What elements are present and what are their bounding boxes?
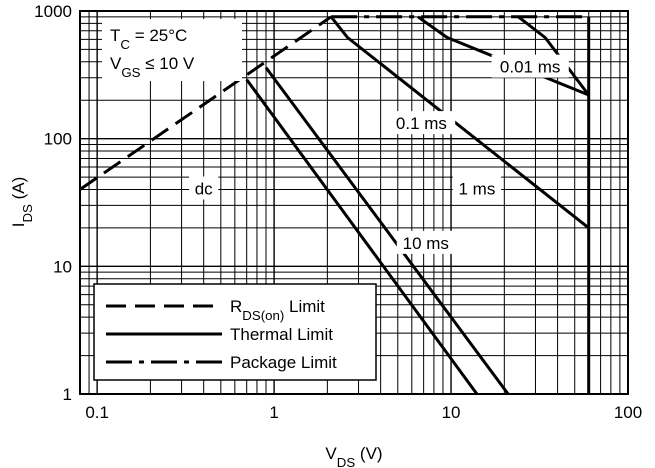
plot-frame	[79, 10, 629, 395]
x-tick-label: 1	[269, 403, 278, 422]
series-line	[79, 15, 332, 191]
x-tick-label: 10	[442, 403, 461, 422]
conditions-background	[102, 19, 242, 81]
legend-label: Thermal Limit	[230, 325, 333, 344]
curve-label: 0.1 ms	[396, 114, 447, 133]
series-line	[329, 15, 590, 230]
curve-label-background	[387, 111, 456, 135]
curve-label: 0.01 ms	[500, 58, 560, 77]
x-axis-label: VDS (V)	[325, 444, 382, 468]
curve-label-background	[491, 54, 569, 78]
legend-label: RDS(on) Limit	[230, 297, 325, 323]
y-tick-label: 1000	[34, 2, 72, 21]
y-tick-label: 100	[44, 130, 72, 149]
series-line	[245, 78, 479, 395]
x-tick-label: 100	[614, 403, 642, 422]
curve-label-background	[396, 230, 455, 254]
legend-label: Package Limit	[230, 353, 337, 372]
tick-labels: 0.1 1 10 100 1 10 100 1000	[34, 2, 642, 422]
curve-label-background	[189, 176, 219, 200]
series-lines	[79, 15, 591, 395]
y-tick-label: 1	[63, 385, 72, 404]
legend: RDS(on) Limit Thermal Limit Package Limit	[93, 283, 377, 381]
curve-label: 1 ms	[458, 179, 495, 198]
x-tick-label: 0.1	[85, 403, 109, 422]
curve-labels: dc 10 ms 1 ms 0.1 ms 0.01 ms	[189, 54, 569, 254]
y-tick-label: 10	[53, 257, 72, 276]
curve-label-background	[452, 176, 502, 200]
curve-label: dc	[195, 179, 213, 198]
y-axis-label: IDS (A)	[9, 177, 35, 228]
legend-box	[93, 283, 377, 381]
condition-text: TC = 25°C	[110, 26, 187, 52]
series-line	[264, 66, 510, 395]
condition-text: VGS ≤ 10 V	[110, 54, 195, 80]
series-line	[517, 15, 590, 96]
curve-label: 10 ms	[403, 234, 449, 253]
